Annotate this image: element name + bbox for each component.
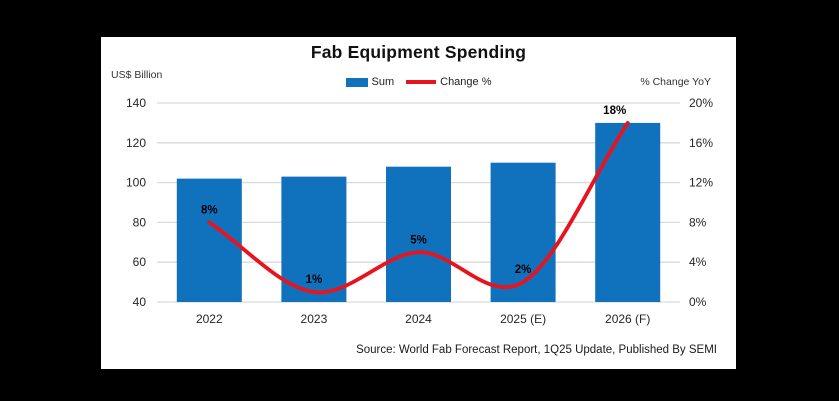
bar (386, 166, 451, 302)
left-axis-tick: 120 (126, 136, 146, 150)
sum-bar-swatch-icon (345, 77, 368, 87)
x-axis-category-label: 2024 (405, 312, 432, 326)
chart-canvas: 140 120 100 80 60 40 20% 16% 12% 8% 4% 0% 2022 2023 20… (126, 96, 713, 326)
left-axis-tick: 140 (126, 96, 146, 110)
left-axis-tick: 40 (133, 295, 147, 309)
line-point-label: 18% (603, 105, 626, 117)
x-axis-category-label: 2023 (301, 312, 328, 326)
legend-label-change: Change % (440, 76, 492, 88)
chart-title: Fab Equipment Spending (310, 42, 527, 62)
left-axis-tick: 100 (126, 176, 146, 190)
left-axis-unit-label: US$ Billion (111, 69, 163, 81)
change-percent-line (207, 121, 630, 295)
chart-panel: Fab Equipment Spending US$ Billion % Cha… (101, 37, 736, 369)
right-axis-tick: 12% (689, 176, 713, 190)
line-point-label: 2% (515, 264, 532, 276)
right-axis-tick: 4% (689, 255, 707, 269)
line-point-label: 8% (201, 204, 218, 216)
right-axis-tick: 8% (689, 215, 707, 229)
x-axis-category-label: 2026 (F) (605, 312, 650, 326)
line-point-labels: 8% 1% 5% 2% 18% (201, 105, 626, 286)
legend-label-sum: Sum (371, 76, 395, 88)
bar (595, 122, 661, 303)
x-axis-category-label: 2025 (E) (500, 312, 546, 326)
x-axis-category-label: 2022 (196, 312, 223, 326)
chart-legend: Sum Change % (101, 76, 736, 88)
left-axis-tick: 80 (133, 215, 147, 229)
legend-item-change: Change % (406, 76, 492, 88)
left-axis-tick: 60 (133, 255, 147, 269)
source-note: Source: World Fab Forecast Report, 1Q25 … (356, 344, 717, 356)
line-point-label: 5% (410, 234, 427, 246)
change-line-swatch-icon (406, 80, 437, 84)
right-axis-tick: 16% (689, 136, 713, 150)
axis-ticks: 140 120 100 80 60 40 20% 16% 12% 8% 4% 0% 2022 2023 20… (126, 96, 713, 326)
line-point-label: 1% (306, 274, 323, 286)
bar (281, 176, 347, 302)
bar (490, 162, 556, 302)
right-axis-tick: 0% (689, 295, 707, 309)
right-axis-tick: 20% (689, 96, 713, 110)
bar-series-sum (176, 122, 661, 303)
right-axis-unit-label: % Change YoY (640, 76, 711, 88)
legend-item-sum: Sum (345, 76, 395, 88)
